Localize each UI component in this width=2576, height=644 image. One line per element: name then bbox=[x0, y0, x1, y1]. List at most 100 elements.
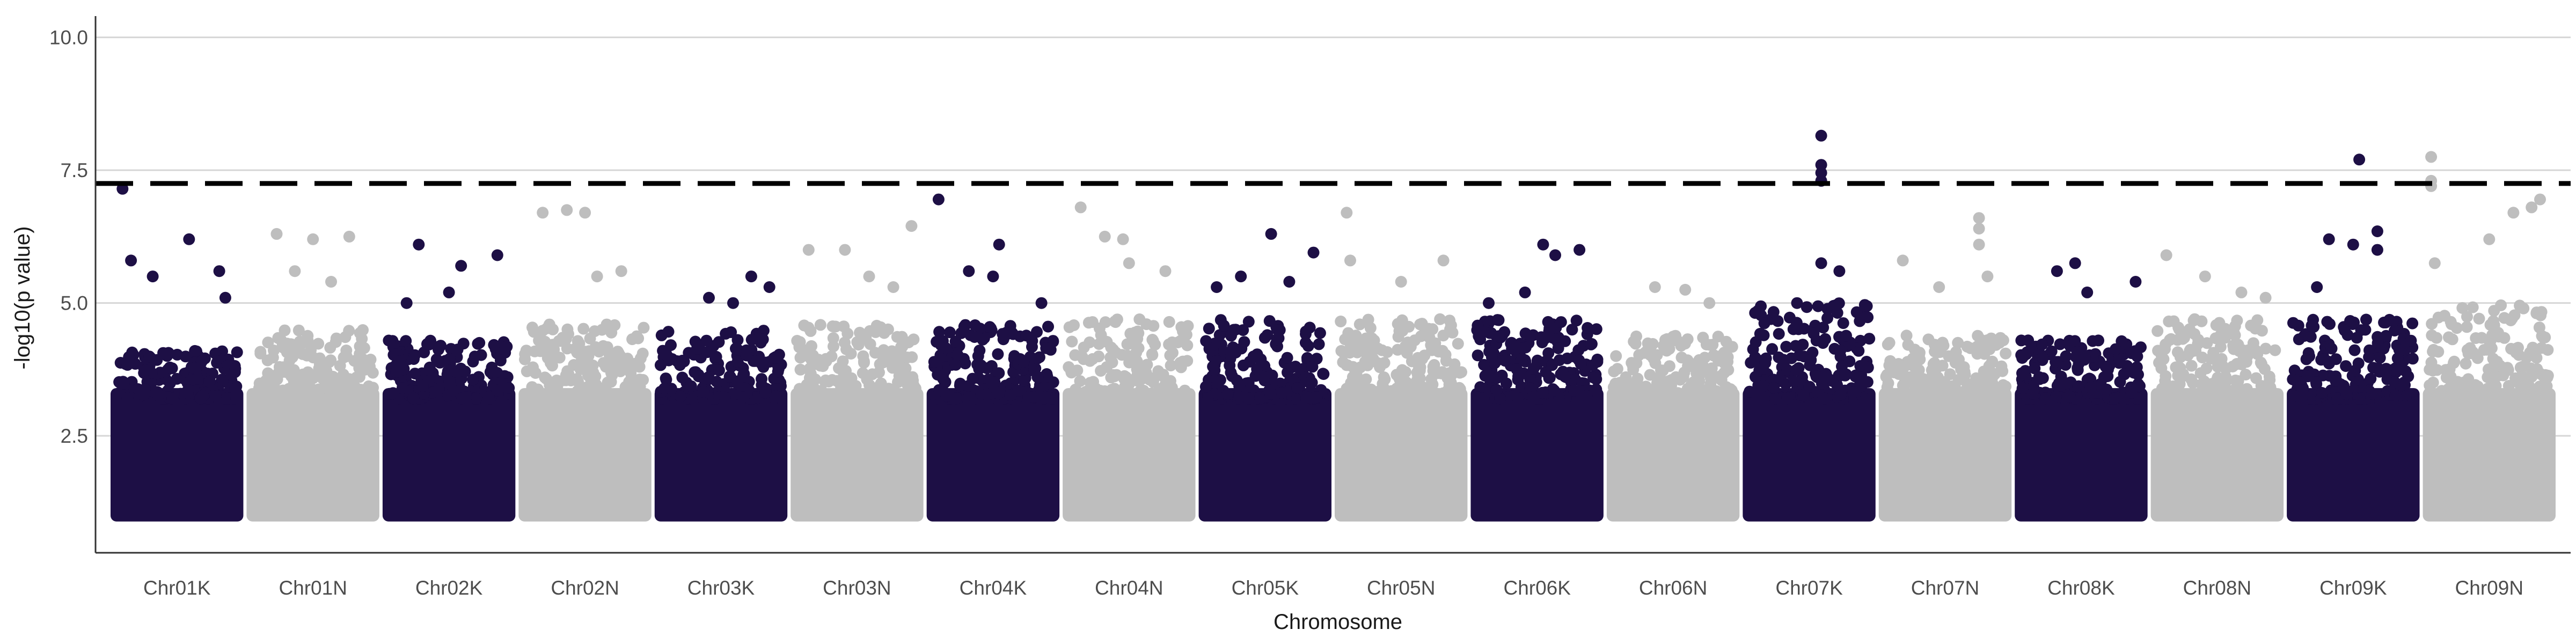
data-point bbox=[2501, 387, 2514, 399]
y-axis-title: -log10(p value) bbox=[11, 226, 34, 370]
data-point bbox=[2389, 376, 2401, 389]
data-point bbox=[310, 392, 323, 405]
x-tick-label: Chr07K bbox=[1775, 577, 1843, 599]
data-point bbox=[1281, 352, 1293, 364]
peak-point bbox=[1117, 233, 1129, 245]
data-point bbox=[1894, 363, 1907, 375]
data-point bbox=[393, 355, 406, 368]
peak-point bbox=[2347, 238, 2359, 251]
data-point bbox=[1417, 381, 1430, 393]
data-point bbox=[831, 375, 843, 387]
data-point bbox=[1087, 376, 1099, 388]
data-point bbox=[561, 323, 574, 335]
data-point bbox=[2514, 299, 2526, 312]
data-point bbox=[483, 391, 495, 403]
data-point bbox=[1850, 306, 1863, 318]
x-tick-label: Chr01K bbox=[143, 577, 211, 599]
data-point bbox=[2184, 323, 2196, 335]
data-point bbox=[950, 392, 962, 405]
data-point bbox=[2072, 362, 2084, 374]
data-point bbox=[544, 357, 557, 369]
data-point bbox=[345, 375, 356, 387]
data-point bbox=[885, 346, 897, 358]
data-point bbox=[2426, 318, 2438, 330]
peak-point bbox=[325, 276, 337, 288]
data-point bbox=[2255, 380, 2267, 392]
data-point bbox=[693, 340, 705, 352]
data-point bbox=[2231, 314, 2243, 327]
peak-point bbox=[1815, 129, 1827, 142]
data-point bbox=[255, 379, 268, 392]
data-point bbox=[1754, 327, 1766, 340]
data-point bbox=[1068, 319, 1080, 331]
point-mass bbox=[246, 388, 379, 522]
data-point bbox=[674, 359, 686, 371]
data-point bbox=[547, 323, 559, 335]
data-point bbox=[188, 362, 201, 374]
data-point bbox=[874, 358, 886, 370]
peak-point bbox=[2311, 281, 2323, 293]
data-point bbox=[980, 362, 993, 375]
peak-point bbox=[1649, 281, 1661, 293]
peak-point bbox=[219, 291, 231, 304]
point-mass bbox=[382, 388, 516, 522]
data-point bbox=[757, 333, 769, 346]
data-point bbox=[1492, 314, 1505, 326]
peak-point bbox=[1437, 254, 1450, 267]
data-point bbox=[366, 390, 378, 402]
data-point bbox=[1923, 392, 1935, 404]
y-tick-label: 5.0 bbox=[61, 292, 88, 314]
data-point bbox=[1106, 356, 1118, 369]
data-point bbox=[685, 380, 697, 392]
data-point bbox=[1713, 392, 1725, 405]
peak-point bbox=[413, 238, 425, 251]
data-point bbox=[1861, 376, 1874, 388]
data-point bbox=[745, 334, 758, 346]
data-point bbox=[2050, 391, 2062, 403]
data-point bbox=[1651, 349, 1663, 361]
data-point bbox=[2045, 345, 2058, 357]
data-point bbox=[305, 369, 318, 382]
data-point bbox=[533, 390, 545, 401]
point-mass bbox=[1470, 388, 1604, 522]
peak-point bbox=[1703, 297, 1716, 309]
peak-point bbox=[2129, 276, 2142, 288]
data-point bbox=[2514, 375, 2527, 387]
data-point bbox=[1767, 306, 1780, 318]
data-point bbox=[387, 387, 399, 399]
data-point bbox=[626, 333, 639, 346]
data-point bbox=[850, 390, 862, 402]
data-point bbox=[164, 377, 176, 390]
data-point bbox=[713, 364, 725, 377]
data-point bbox=[1797, 389, 1810, 401]
data-point bbox=[229, 383, 241, 395]
data-point bbox=[928, 356, 940, 368]
data-point bbox=[423, 361, 436, 374]
data-point bbox=[1590, 323, 1602, 335]
data-point bbox=[1627, 360, 1639, 372]
data-point bbox=[210, 390, 222, 402]
peak-point bbox=[1791, 297, 1803, 309]
data-point bbox=[1849, 370, 1862, 383]
data-point bbox=[845, 348, 857, 360]
data-point bbox=[1807, 327, 1820, 340]
data-point bbox=[992, 348, 1004, 360]
data-point bbox=[1491, 384, 1503, 396]
data-point bbox=[2160, 370, 2172, 382]
point-mass bbox=[654, 388, 788, 522]
data-point bbox=[1399, 392, 1411, 405]
data-point bbox=[582, 369, 594, 382]
data-point bbox=[772, 363, 785, 375]
data-point bbox=[1798, 323, 1810, 335]
data-point bbox=[491, 384, 503, 397]
data-point bbox=[1863, 333, 1876, 345]
peak-point bbox=[1341, 207, 1353, 219]
data-point bbox=[833, 362, 845, 374]
data-point bbox=[143, 350, 156, 363]
data-point bbox=[2359, 324, 2372, 336]
data-point bbox=[2287, 317, 2299, 329]
data-point bbox=[702, 373, 715, 385]
data-point bbox=[301, 378, 313, 391]
peak-point bbox=[1549, 249, 1561, 261]
data-point bbox=[1834, 389, 1847, 401]
